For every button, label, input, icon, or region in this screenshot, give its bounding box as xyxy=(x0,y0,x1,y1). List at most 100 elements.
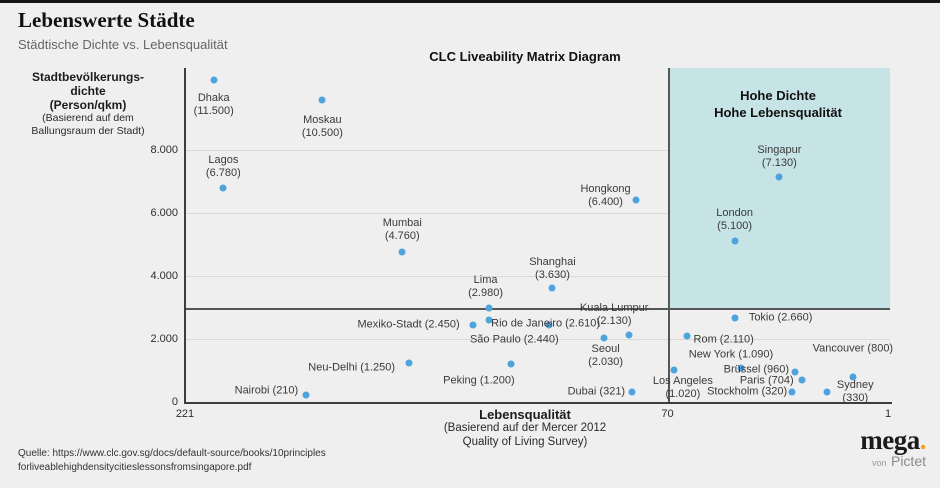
pictet-byline-name: Pictet xyxy=(890,453,926,469)
y-axis-subtitle-line2: Ballungsraum der Stadt) xyxy=(31,124,145,137)
data-point-label-mexiko-stadt: Mexiko-Stadt (2.450) xyxy=(357,318,460,331)
source-line1: Quelle: https://www.clc.gov.sg/docs/defa… xyxy=(18,448,326,459)
data-point-label-rom: Rom (2.110) xyxy=(693,333,754,346)
data-point-mumbai xyxy=(398,248,406,256)
data-point-label-neu-delhi: Neu-Delhi (1.250) xyxy=(308,361,396,374)
data-point-s-o-paulo xyxy=(545,321,553,329)
gridline xyxy=(185,150,890,151)
quadrant-divider-vertical xyxy=(667,68,670,402)
page-title: Lebenswerte Städte xyxy=(18,8,195,32)
data-point-mexiko-stadt xyxy=(469,321,477,329)
quadrant-label: Hohe Dichte Hohe Lebensqualität xyxy=(667,87,889,121)
data-point-vancouver xyxy=(849,373,857,381)
data-point-label-los-angeles: Los Angeles (1.020) xyxy=(652,374,713,400)
x-axis-tick-label: 70 xyxy=(661,408,674,420)
data-point-rio-de-janeiro xyxy=(485,316,493,324)
y-axis-tick-label: 0 xyxy=(171,396,178,408)
data-point-shanghai xyxy=(548,284,556,292)
data-point-kuala-lumpur xyxy=(625,331,633,339)
x-axis-tick-label: 221 xyxy=(175,408,195,420)
data-point-label-peking: Peking (1.200) xyxy=(443,374,515,387)
data-point-label-lagos: Lagos (6.780) xyxy=(205,154,241,180)
data-point-label-dubai: Dubai (321) xyxy=(567,385,626,398)
data-point-label-vancouver: Vancouver (800) xyxy=(812,342,894,355)
x-axis-subtitle-line1: (Basierend auf der Mercer 2012 xyxy=(443,422,607,434)
quadrant-highlight xyxy=(667,68,890,308)
data-point-label-singapur: Singapur (7.130) xyxy=(757,144,802,170)
gridline xyxy=(185,276,890,277)
gridline xyxy=(185,213,890,214)
data-point-label-br-ssel: Brüssel (960) xyxy=(723,363,790,376)
data-point-label-seoul: Seoul (2.030) xyxy=(588,343,624,369)
y-axis-title-line2: dichte xyxy=(70,84,106,98)
quadrant-label-line2: Hohe Lebensqualität xyxy=(714,105,842,120)
y-axis-tick-label: 8.000 xyxy=(150,144,178,156)
mega-logo-wordmark: mega. xyxy=(860,426,926,454)
page-subtitle: Städtische Dichte vs. Lebensqualität xyxy=(18,37,228,52)
pictet-byline-von: von xyxy=(872,458,887,468)
data-point-stockholm xyxy=(788,388,796,396)
data-point-label-stockholm: Stockholm (320) xyxy=(707,385,788,398)
data-point-label-hongkong: Hongkong (6.400) xyxy=(580,183,631,209)
y-axis-tick-label: 4.000 xyxy=(150,270,178,282)
source-line2: forliveablehighdensitycitieslessonsfroms… xyxy=(18,462,252,473)
x-axis-title-label: Lebensqualität xyxy=(479,407,571,422)
data-point-label-sydney: Sydney (330) xyxy=(836,378,874,404)
data-point-rom xyxy=(683,332,691,340)
data-point-dubai xyxy=(628,388,636,396)
data-point-label-nairobi: Nairobi (210) xyxy=(234,384,299,397)
x-axis-subtitle-line2: Quality of Living Survey) xyxy=(462,435,588,448)
data-point-tokio xyxy=(731,314,739,322)
data-point-label-shanghai: Shanghai (3.630) xyxy=(529,255,576,281)
data-point-peking xyxy=(507,360,515,368)
mega-logo-orange-dot: . xyxy=(919,425,927,455)
quadrant-label-line1: Hohe Dichte xyxy=(740,88,816,103)
data-point-label-new-york: New York (1.090) xyxy=(688,348,774,361)
data-point-singapur xyxy=(775,173,783,181)
y-axis-subtitle-line1: (Basierend auf dem xyxy=(42,112,134,124)
data-point-new-york xyxy=(737,364,745,372)
data-point-label-paris: Paris (704) xyxy=(739,374,794,387)
data-point-br-ssel xyxy=(791,368,799,376)
data-point-label-tokio: Tokio (2.660) xyxy=(748,311,813,324)
source-citation: Quelle: https://www.clc.gov.sg/docs/defa… xyxy=(18,447,326,475)
data-point-dhaka xyxy=(210,76,218,84)
data-point-label-london: London (5.100) xyxy=(716,207,753,233)
data-point-neu-delhi xyxy=(405,359,413,367)
x-axis-tick-label: 1 xyxy=(884,408,892,420)
data-point-lima xyxy=(485,304,493,312)
data-point-london xyxy=(731,237,739,245)
data-point-label-mumbai: Mumbai (4.760) xyxy=(382,217,422,243)
data-point-hongkong xyxy=(632,196,640,204)
x-axis-title: Lebensqualität (Basierend auf der Mercer… xyxy=(330,407,720,449)
quadrant-divider-horizontal xyxy=(185,307,890,310)
x-axis-line xyxy=(184,402,892,404)
y-axis-title: Stadtbevölkerungs- dichte (Person/qkm) (… xyxy=(2,70,174,137)
y-axis-title-line3: (Person/qkm) xyxy=(49,98,127,112)
data-point-label-rio-de-janeiro: Rio de Janeiro (2.610) xyxy=(491,317,600,330)
y-axis-line xyxy=(184,68,186,404)
data-point-paris xyxy=(798,376,806,384)
mega-pictet-logo: mega. von Pictet xyxy=(860,426,926,470)
data-point-seoul xyxy=(600,334,608,342)
top-border-rule xyxy=(0,0,940,3)
gridline xyxy=(185,339,890,340)
mega-logo-text: mega xyxy=(860,425,920,455)
data-point-lagos xyxy=(219,184,227,192)
data-point-sydney xyxy=(823,388,831,396)
data-point-label-dhaka: Dhaka (11.500) xyxy=(193,92,234,117)
data-point-los-angeles xyxy=(670,366,678,374)
y-axis-tick-label: 6.000 xyxy=(150,207,178,219)
chart-title: CLC Liveability Matrix Diagram xyxy=(429,49,621,64)
pictet-byline: von Pictet xyxy=(860,454,926,470)
data-point-label-lima: Lima (2.980) xyxy=(468,274,503,300)
y-axis-title-line1: Stadtbevölkerungs- xyxy=(31,70,145,84)
data-point-label-s-o-paulo: São Paulo (2.440) xyxy=(469,333,559,346)
data-point-label-kuala-lumpur: Kuala Lumpur (2.130) xyxy=(579,301,649,327)
data-point-moskau xyxy=(318,96,326,104)
data-point-nairobi xyxy=(302,391,310,399)
data-point-label-moskau: Moskau (10.500) xyxy=(301,114,343,139)
y-axis-tick-label: 2.000 xyxy=(150,333,178,345)
